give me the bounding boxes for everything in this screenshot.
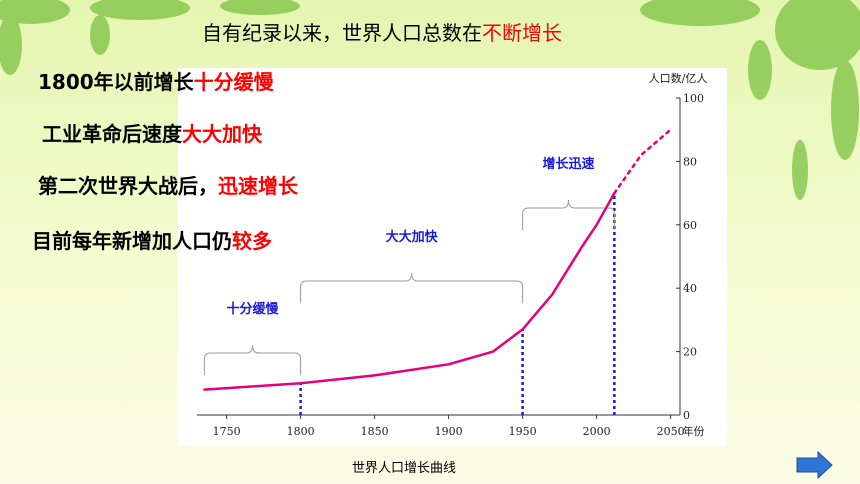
- x-tick-label: 2000: [583, 425, 611, 438]
- x-tick-label: 1750: [213, 425, 241, 438]
- series-line: [203, 191, 616, 391]
- point: 1800年以前增长十分缓慢: [38, 70, 275, 94]
- x-tick-label: 1850: [361, 425, 389, 438]
- x-tick-label: 1800: [287, 425, 315, 438]
- vine-decoration: [0, 0, 860, 200]
- next-button[interactable]: [796, 450, 833, 480]
- series-line: [613, 128, 672, 195]
- annotation: 十分缓慢: [226, 301, 279, 317]
- y-tick-label: 40: [683, 282, 697, 295]
- brace: [300, 272, 524, 303]
- next-arrow[interactable]: [796, 450, 833, 480]
- x-tick-label: 1950: [509, 425, 537, 438]
- point: 工业革命后速度大大加快: [42, 122, 263, 146]
- y-tick-label: 0: [683, 409, 690, 422]
- heading: 自有纪录以来，世界人口总数在不断增长: [202, 21, 562, 45]
- y-axis-label: 人口数/亿人: [649, 72, 708, 85]
- y-tick-label: 60: [683, 219, 697, 232]
- x-tick-label: 1900: [435, 425, 463, 438]
- y-tick-label: 100: [683, 92, 704, 105]
- point: 第二次世界大战后，迅速增长: [38, 174, 299, 198]
- x-tick-label: 2050: [657, 425, 685, 438]
- annotation: 大大加快: [386, 229, 439, 245]
- brace: [203, 344, 302, 375]
- caption: 世界人口增长曲线: [352, 461, 456, 476]
- chart-area: [178, 68, 727, 445]
- point: 目前每年新增加人口仍较多: [32, 229, 272, 253]
- y-tick-label: 80: [683, 155, 697, 168]
- x-axis-label: 年份: [683, 424, 705, 438]
- brace: [522, 199, 615, 230]
- annotation: 增长迅速: [542, 156, 594, 172]
- y-tick-label: 20: [683, 346, 697, 359]
